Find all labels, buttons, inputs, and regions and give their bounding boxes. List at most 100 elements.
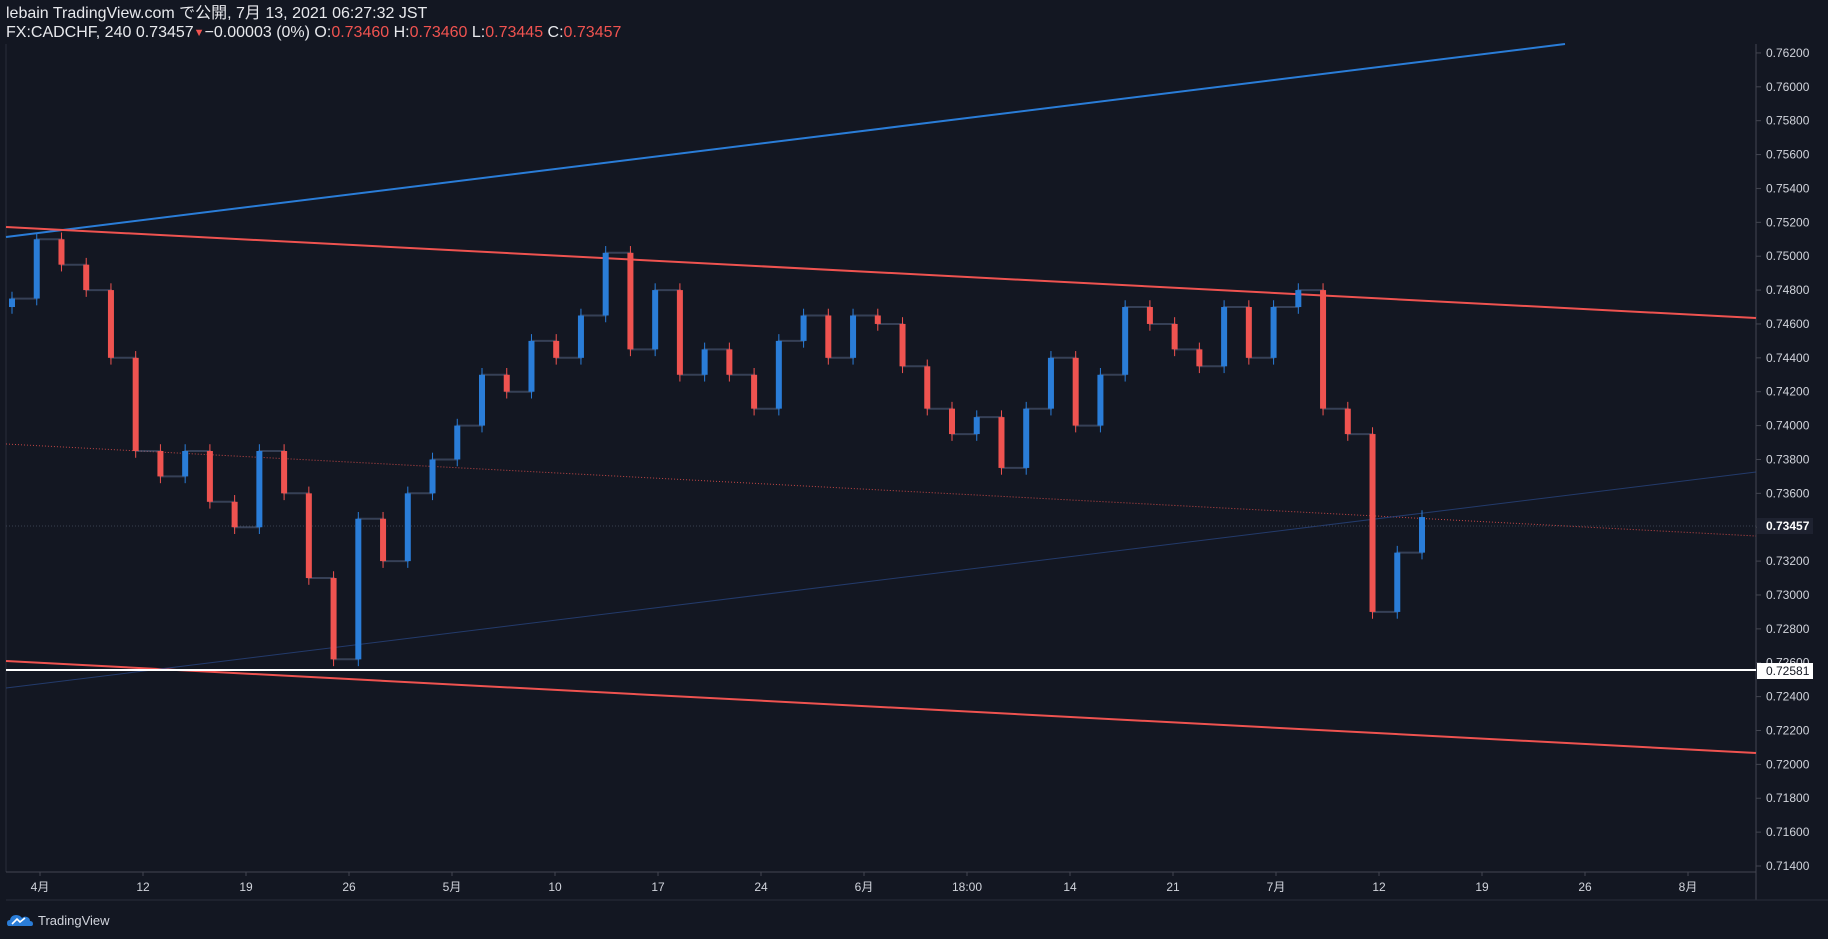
lower-red-trendline[interactable] (5, 660, 1757, 754)
x-tick-label: 4月 (31, 880, 50, 894)
x-tick-label: 19 (1475, 880, 1489, 894)
candle-body (528, 340, 535, 392)
candle-body (1369, 434, 1376, 612)
x-tick-label: 10 (548, 880, 562, 894)
y-tick-label: 0.74000 (1766, 419, 1810, 433)
low-label: L: (471, 24, 486, 41)
y-tick-label: 0.74600 (1766, 317, 1810, 331)
y-tick-label: 0.71600 (1766, 825, 1810, 839)
candle-body (157, 451, 164, 477)
candle-body (553, 340, 560, 358)
candle-body (206, 451, 213, 502)
x-tick-label: 17 (651, 880, 665, 894)
x-tick-label: 6月 (855, 880, 874, 894)
y-tick-label: 0.75600 (1766, 148, 1810, 162)
candle-body (775, 340, 782, 409)
down-arrow-icon: ▼ (193, 27, 205, 39)
blue-trendline[interactable] (5, 43, 1566, 238)
candle-body (1419, 517, 1425, 553)
y-tick-label: 0.75000 (1766, 249, 1810, 263)
candle-body (924, 366, 931, 409)
candle-body (305, 493, 312, 579)
cloud-logo-icon (7, 915, 33, 926)
candle-body (874, 315, 881, 324)
y-tick-label: 0.74400 (1766, 351, 1810, 365)
close-label: C: (547, 24, 564, 41)
last-price-tag (1757, 518, 1813, 534)
x-tick-label: 19 (239, 880, 253, 894)
tradingview-logo[interactable]: TradingView (6, 912, 110, 928)
price-series-line (11, 238, 1423, 661)
candle-body (454, 425, 461, 460)
candle-body (281, 451, 288, 494)
candle-body (1245, 307, 1252, 358)
high-value: 0.73460 (409, 24, 468, 41)
candle-body (132, 357, 139, 451)
candle-body (58, 239, 65, 265)
candle-body (429, 459, 436, 494)
price-change: −0.00003 (0%) (204, 24, 310, 41)
candle-body (949, 408, 955, 435)
candle-body (1270, 307, 1277, 358)
candle-body (1320, 290, 1327, 409)
symbol-label: FX:CADCHF, 240 (6, 24, 132, 41)
candle-body (1047, 357, 1054, 409)
candle-body (751, 374, 758, 409)
y-tick-label: 0.71800 (1766, 791, 1810, 805)
candle-body (652, 290, 659, 350)
candle-body (355, 518, 362, 660)
candle-body (1295, 290, 1302, 308)
y-tick-label: 0.74800 (1766, 283, 1810, 297)
y-tick-label: 0.71400 (1766, 859, 1810, 873)
y-axis[interactable]: 0.76200 0.76000 0.75800 0.75600 0.75400 0.752… (1756, 46, 1810, 873)
candle-body (577, 315, 584, 358)
y-tick-label: 0.72200 (1766, 723, 1810, 737)
low-value: 0.73445 (485, 24, 544, 41)
candle-body (1023, 408, 1030, 468)
candle-body (107, 290, 114, 358)
candle-body (676, 290, 683, 375)
candle-body (1196, 349, 1203, 367)
candle-body (9, 298, 15, 308)
x-tick-label: 7月 (1267, 880, 1286, 894)
candle-body (1122, 307, 1129, 375)
faint-ascending-line[interactable] (5, 471, 1757, 689)
candle-body (256, 451, 263, 528)
x-tick-label: 14 (1063, 880, 1077, 894)
upper-red-trendline[interactable] (5, 226, 1757, 319)
y-tick-label: 0.72000 (1766, 757, 1810, 771)
y-tick-label: 0.75200 (1766, 215, 1810, 229)
x-tick-label: 12 (1372, 880, 1386, 894)
candle-body (330, 578, 337, 660)
candle-body (1221, 307, 1228, 367)
x-axis[interactable]: 4月 12 19 26 5月 10 17 24 6月 18:00 14 21 7月 12 19 26 8月 (31, 872, 1698, 894)
support-price-tag (1757, 663, 1813, 679)
open-value: 0.73460 (331, 24, 390, 41)
candle-body (825, 315, 832, 358)
candle-body (800, 315, 807, 341)
ohlc-legend: FX:CADCHF, 240 0.73457▼−0.00003 (0%) O:0… (6, 23, 621, 43)
y-tick-label: 0.75800 (1766, 114, 1810, 128)
tradingview-brand: TradingView (38, 912, 110, 928)
support-price-tag-text: 0.72581 (1766, 664, 1810, 678)
candle-body (899, 323, 906, 367)
candle-body (83, 264, 90, 291)
y-tick-label: 0.75400 (1766, 181, 1810, 195)
candle-body (1097, 374, 1104, 426)
x-tick-label: 26 (342, 880, 356, 894)
candle-series (9, 232, 1425, 667)
candle-body (1394, 552, 1401, 612)
candle-body (231, 501, 238, 528)
candle-body (1171, 323, 1178, 350)
last-price-tag-text: 0.73457 (1766, 519, 1810, 533)
mid-channel-dotted-line[interactable] (5, 443, 1757, 537)
publish-info: lebain TradingView.com で公開, 7月 13, 2021 … (6, 5, 428, 22)
y-tick-label: 0.73800 (1766, 452, 1810, 466)
x-tick-label: 8月 (1679, 880, 1698, 894)
chart-frame (5, 44, 1828, 901)
y-tick-label: 0.72800 (1766, 622, 1810, 636)
y-tick-label: 0.73000 (1766, 588, 1810, 602)
candle-body (404, 493, 411, 562)
y-tick-label: 0.76000 (1766, 80, 1810, 94)
